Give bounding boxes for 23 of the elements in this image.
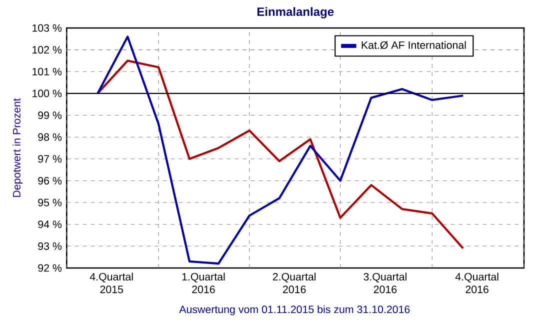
text: Auswertung vom 01.11.2015 bis zum 31.10.2016 xyxy=(179,305,410,316)
y-tick-label: 101 % xyxy=(32,68,62,76)
y-axis-title: Depotwert in Prozent xyxy=(12,98,23,197)
line-series xyxy=(96,60,464,250)
x-tick-label: 2.Quartal 2016 xyxy=(272,272,316,294)
x-tick-label: 4.Quartal 2016 xyxy=(455,272,498,294)
y-tick-label: 102 % xyxy=(32,46,62,54)
y-tick-label: 94 % xyxy=(38,220,62,228)
y-tick-label: 100 % xyxy=(32,90,62,98)
x-tick-label: 4.Quartal 2015 xyxy=(90,272,133,294)
y-tick-label: 99 % xyxy=(38,111,62,120)
y-tick-label: 103 % xyxy=(32,24,62,32)
y-tick-label: 98 % xyxy=(38,133,62,141)
x-tick-label: 3.Quartal 2016 xyxy=(364,272,406,294)
line-series xyxy=(96,36,464,265)
y-tick-label: 95 % xyxy=(38,198,62,206)
legend-label: Kat.Ø AF International xyxy=(362,41,466,50)
y-tick-label: 92 % xyxy=(38,264,62,272)
chart-title: Einmalanlage xyxy=(257,7,334,18)
y-tick-label: 97 % xyxy=(38,155,62,163)
x-tick-label: 1.Quartal 2016 xyxy=(182,272,225,294)
y-tick-label: 93 % xyxy=(38,242,62,250)
y-tick-label: 96 % xyxy=(38,176,62,184)
